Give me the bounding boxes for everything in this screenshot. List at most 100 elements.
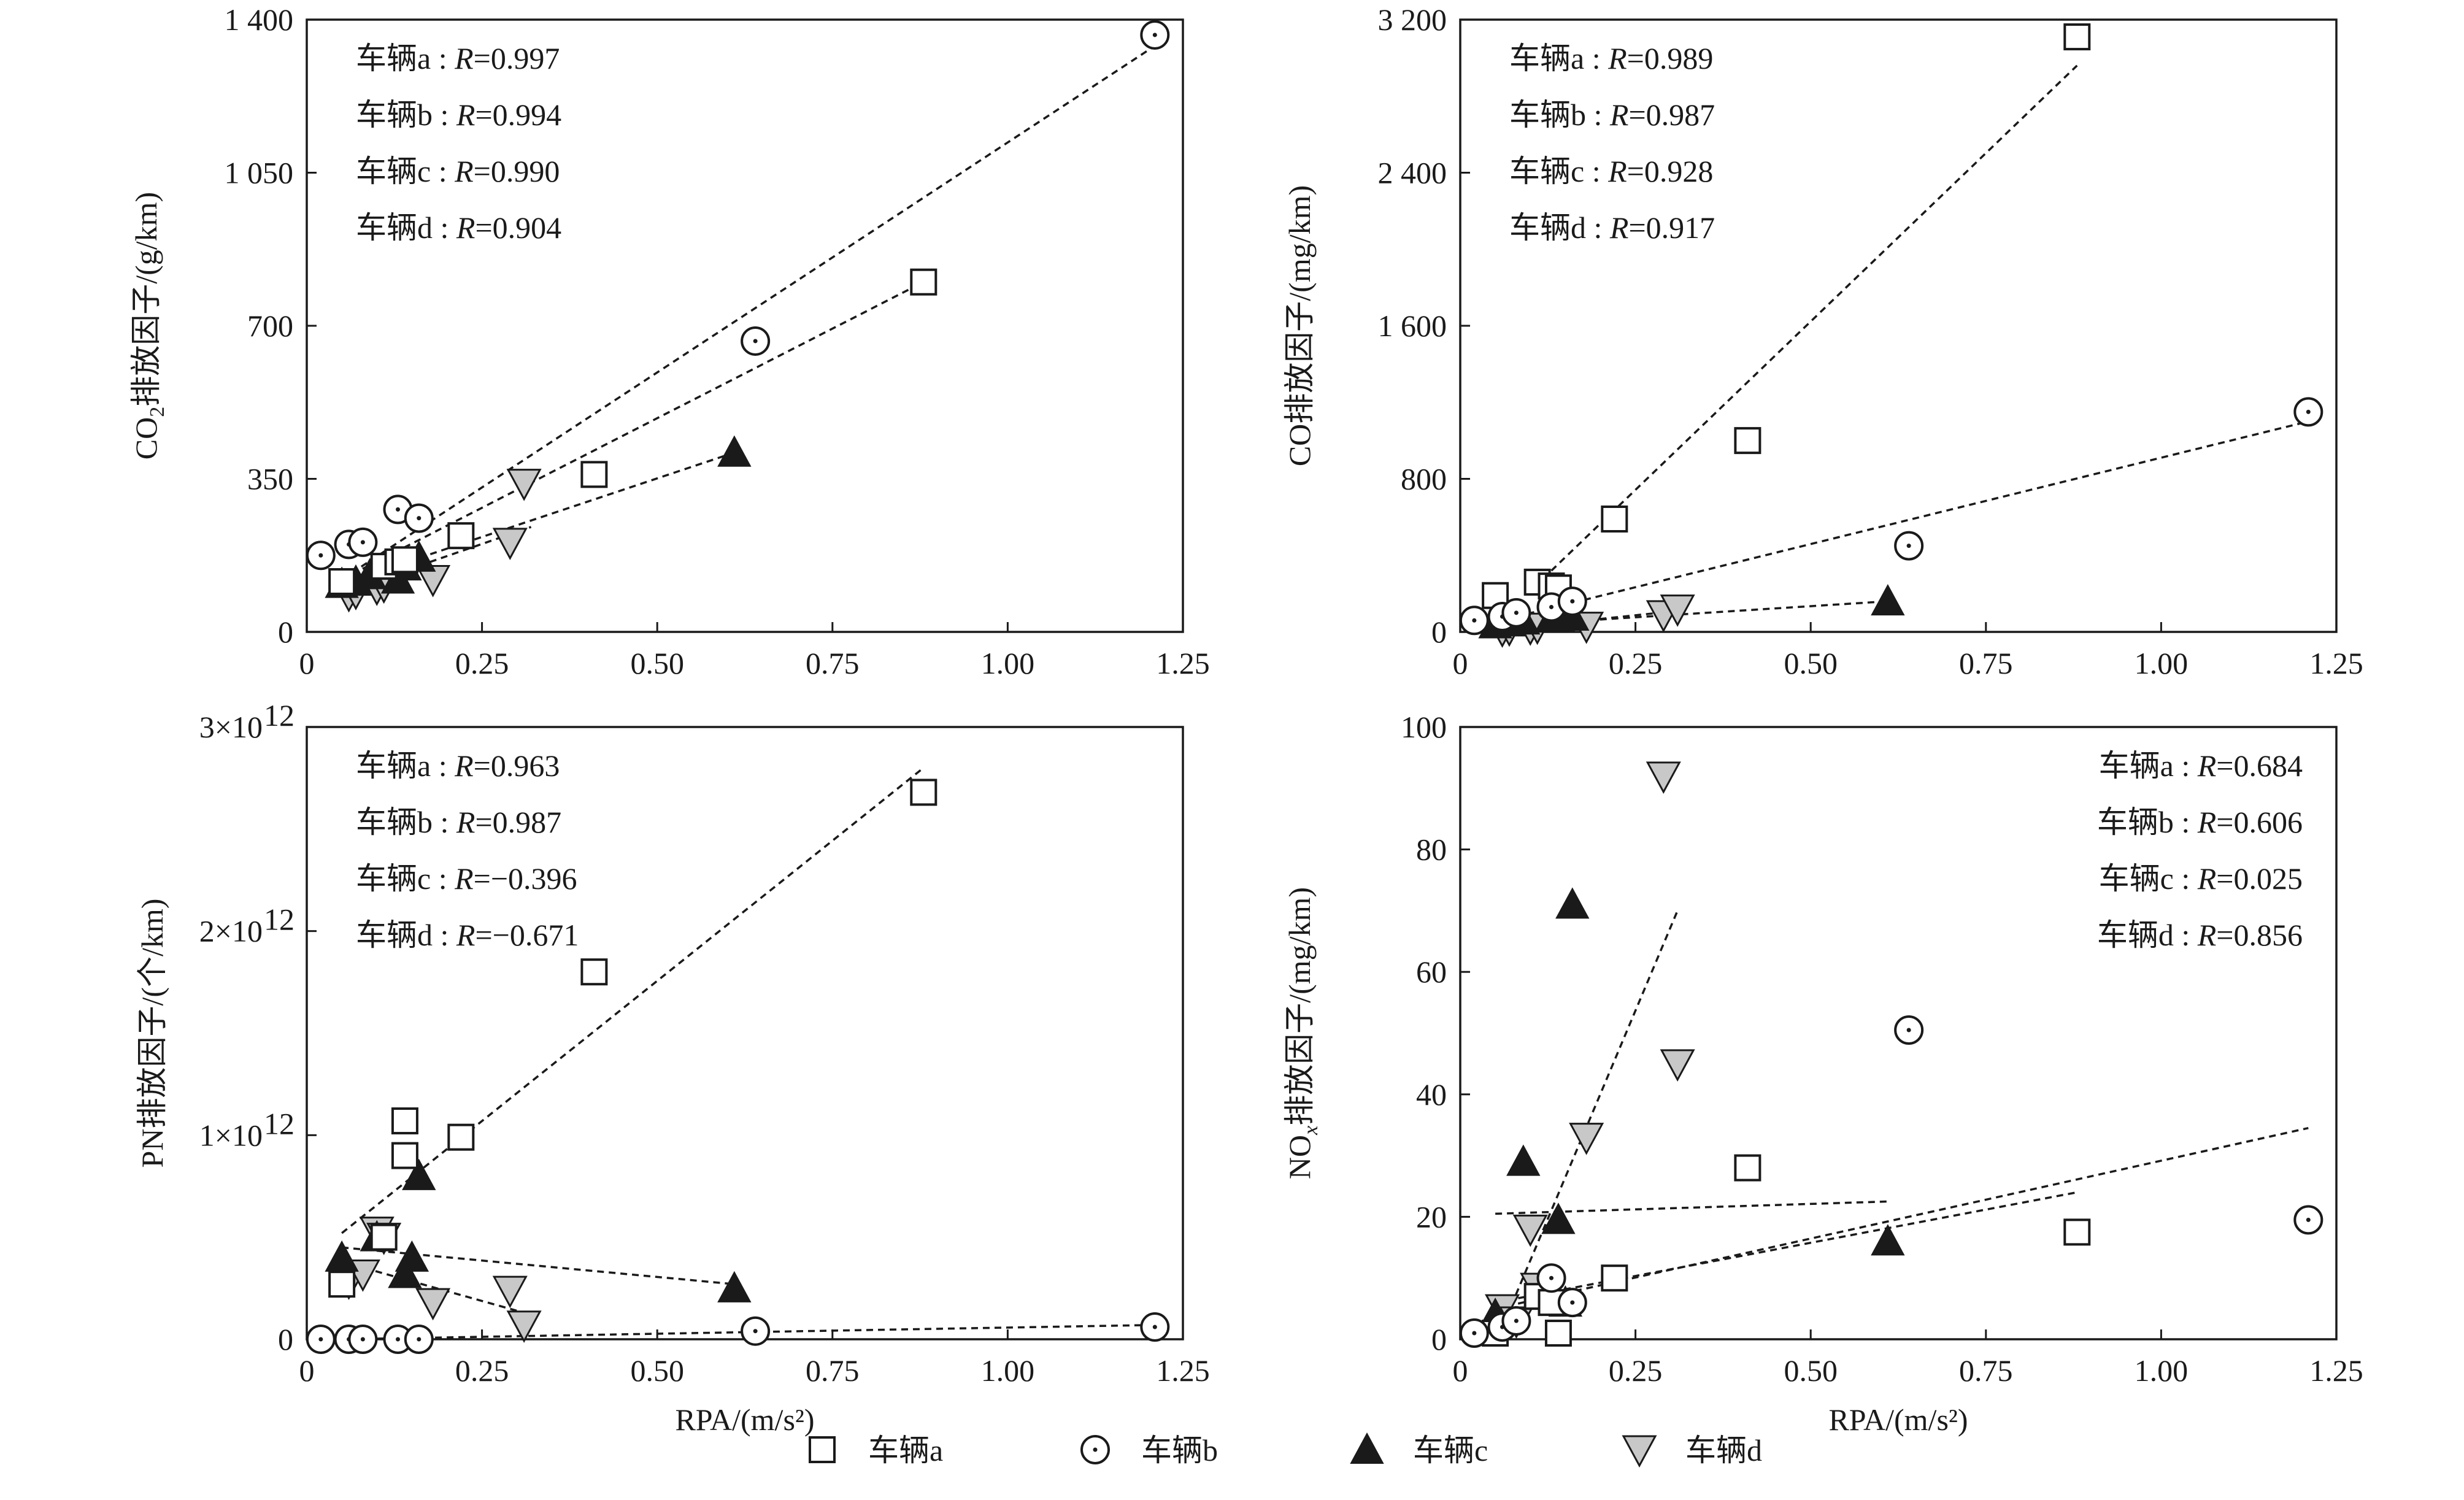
y-tick-label: 20 xyxy=(1416,1199,1447,1234)
y-tick-label: 0 xyxy=(278,1322,293,1356)
data-point-square xyxy=(910,779,937,806)
data-point-circle-dot xyxy=(417,1337,422,1342)
data-point-circle-dot xyxy=(1514,610,1519,615)
data-point-circle-dot xyxy=(318,553,323,558)
data-point-triangle-down xyxy=(415,564,451,598)
fit-line xyxy=(1501,910,1679,1328)
data-point-triangle-down xyxy=(1660,594,1695,627)
annotation-vehicle: 车辆b : xyxy=(356,98,456,132)
fit-line xyxy=(341,45,1156,580)
annotation-vehicle: 车辆d : xyxy=(356,210,456,245)
y-axis-label: CO2排放因子/(g/km) xyxy=(129,192,169,460)
data-point-circle xyxy=(1140,1312,1170,1342)
x-tick-label: 0 xyxy=(1453,1353,1468,1388)
x-tick-label: 0.25 xyxy=(1609,1353,1663,1388)
y-axis-label-part: NO xyxy=(1282,1135,1317,1179)
correlation-annotation: 车辆b : R=0.606 xyxy=(2097,805,2303,839)
data-point-square xyxy=(580,958,608,986)
data-point-circle-dot xyxy=(417,516,422,521)
data-point-circle-dot xyxy=(753,339,758,344)
data-point-circle-dot xyxy=(2306,409,2311,414)
fit-line xyxy=(341,281,925,581)
y-tick-label: 2×10 xyxy=(199,914,263,948)
data-point-circle-dot xyxy=(360,1337,365,1342)
y-tick-label: 40 xyxy=(1416,1077,1447,1112)
annotation-vehicle: 车辆b : xyxy=(1509,98,1610,132)
annotation-r-symbol: R xyxy=(456,98,475,132)
y-tick-label: 0 xyxy=(1431,615,1447,649)
annotation-r-symbol: R xyxy=(1607,41,1627,75)
annotation-vehicle: 车辆d : xyxy=(2097,918,2198,952)
y-tick-label: 800 xyxy=(1401,462,1447,496)
x-tick-label: 0.75 xyxy=(806,1353,860,1388)
y-tick-label: 700 xyxy=(247,309,293,343)
y-axis-label-part: 排放因子/(mg/km) xyxy=(1282,887,1317,1126)
data-point-circle xyxy=(306,1325,336,1354)
annotation-r-symbol: R xyxy=(456,805,475,839)
data-point-triangle-up xyxy=(395,1240,429,1272)
data-point-square xyxy=(391,1107,418,1135)
x-tick-label: 0.75 xyxy=(806,646,860,680)
data-point-square xyxy=(580,461,608,488)
y-axis-label-subscript: x xyxy=(1299,1126,1322,1136)
annotation-r-symbol: R xyxy=(456,210,475,245)
annotation-r-value: =0.997 xyxy=(474,41,560,75)
data-point-square xyxy=(1734,1154,1761,1182)
data-point-triangle-up xyxy=(1506,1144,1541,1176)
annotation-r-value: =0.928 xyxy=(1627,154,1714,188)
annotation-r-value: =0.990 xyxy=(474,154,560,188)
legend-marker-square xyxy=(809,1436,836,1463)
annotation-r-value: =−0.396 xyxy=(474,861,577,896)
x-tick-label: 0.25 xyxy=(455,646,509,680)
fit-line xyxy=(1495,1200,1888,1215)
y-axis-label: CO排放因子/(mg/km) xyxy=(1282,185,1317,466)
y-tick-label: 350 xyxy=(247,462,293,496)
y-tick-label: 60 xyxy=(1416,955,1447,989)
y-tick-label: 3×10 xyxy=(199,710,263,744)
data-point-circle-dot xyxy=(1472,1331,1477,1336)
chart-panel-co2: 0 0.25 0.50 0.75 1.00 1.25 0 350 700 1 050 1 400 CO… xyxy=(129,2,1210,680)
annotation-r-symbol: R xyxy=(1609,98,1629,132)
annotation-r-value: =0.987 xyxy=(1628,98,1715,132)
correlation-annotation: 车辆c : R=−0.396 xyxy=(356,861,577,896)
data-point-circle-dot xyxy=(753,1329,758,1334)
annotation-r-symbol: R xyxy=(1609,210,1629,245)
annotation-r-symbol: R xyxy=(456,918,475,952)
data-point-square xyxy=(447,522,475,550)
data-point-circle xyxy=(306,540,336,571)
data-point-triangle-up xyxy=(717,435,752,467)
annotation-vehicle: 车辆c : xyxy=(356,861,455,896)
data-point-square xyxy=(370,1223,398,1251)
annotation-r-value: =0.856 xyxy=(2216,918,2303,952)
data-point-triangle-up xyxy=(402,1158,436,1190)
legend-marker-circle-dot xyxy=(1093,1447,1098,1452)
fit-line xyxy=(1495,600,1888,628)
annotation-r-symbol: R xyxy=(2197,748,2217,783)
annotation-r-symbol: R xyxy=(454,154,474,188)
legend-marker-triangle-down xyxy=(1622,1435,1657,1468)
annotation-r-value: =0.025 xyxy=(2216,861,2303,896)
annotation-r-symbol: R xyxy=(454,41,474,75)
annotation-vehicle: 车辆b : xyxy=(356,805,456,839)
data-point-circle xyxy=(1501,1306,1531,1336)
data-point-square xyxy=(1734,427,1761,455)
annotation-r-value: =0.684 xyxy=(2216,748,2303,783)
data-point-circle-dot xyxy=(1152,33,1157,37)
data-point-circle xyxy=(1557,1288,1587,1318)
y-axis-label-part: CO xyxy=(129,417,163,460)
y-tick-exponent: 12 xyxy=(264,1106,295,1140)
annotation-vehicle: 车辆a : xyxy=(1509,41,1608,75)
correlation-annotation: 车辆c : R=0.928 xyxy=(1509,154,1713,188)
fit-line xyxy=(1495,1126,2309,1310)
annotation-r-value: =0.917 xyxy=(1628,210,1715,245)
plot-frame xyxy=(1459,726,2338,1340)
x-tick-label: 0.25 xyxy=(455,1353,509,1388)
data-point-circle xyxy=(2293,397,2323,427)
data-point-circle xyxy=(1894,531,1924,561)
annotation-r-symbol: R xyxy=(2197,918,2217,952)
annotation-r-symbol: R xyxy=(454,861,474,896)
y-tick-exponent: 12 xyxy=(264,698,295,733)
x-tick-label: 0 xyxy=(299,646,315,680)
data-point-square xyxy=(910,268,937,296)
